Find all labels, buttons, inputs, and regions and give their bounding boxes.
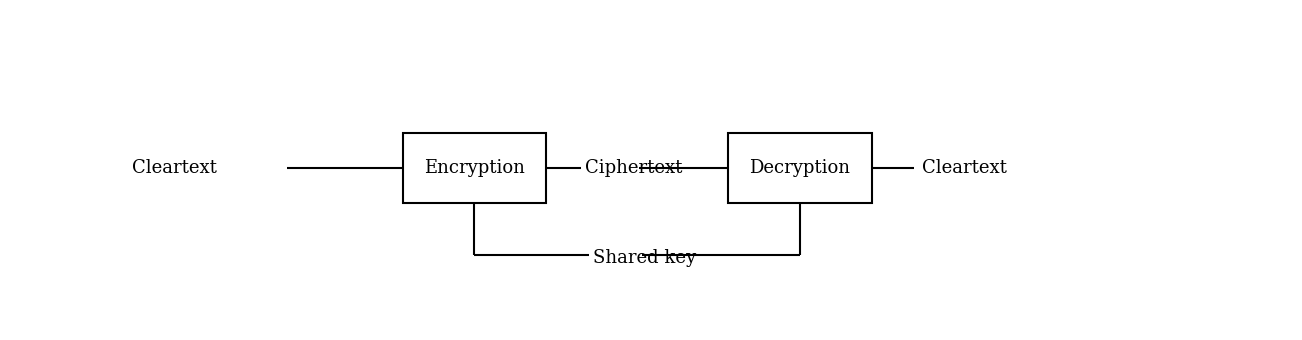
Text: Cleartext: Cleartext [922, 159, 1008, 177]
Text: Ciphertext: Ciphertext [585, 159, 682, 177]
Bar [729, 133, 872, 203]
Text: Encryption: Encryption [424, 159, 525, 177]
Text: Shared key: Shared key [592, 249, 697, 267]
Text: Decryption: Decryption [749, 159, 850, 177]
Text: Cleartext: Cleartext [132, 159, 217, 177]
Bar [404, 133, 547, 203]
